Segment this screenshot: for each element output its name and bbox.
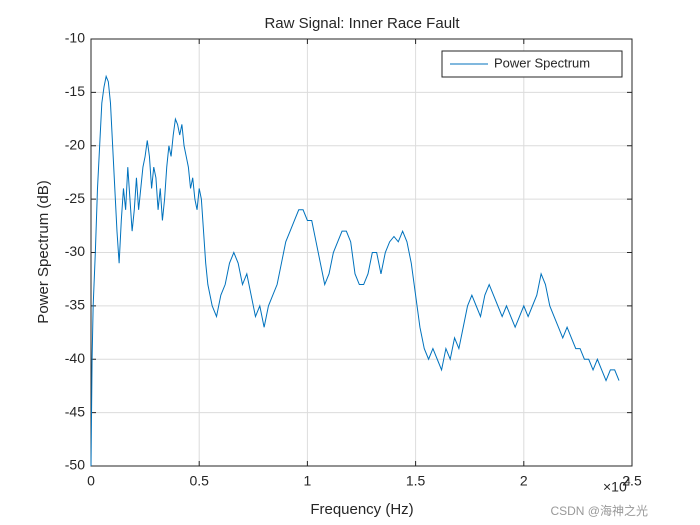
y-tick-label: -45 bbox=[65, 403, 85, 419]
x-tick-label: 0.5 bbox=[189, 473, 209, 489]
y-tick-label: -40 bbox=[65, 350, 85, 366]
y-tick-label: -35 bbox=[65, 297, 85, 313]
x-exponent: 4 bbox=[625, 477, 631, 488]
y-tick-label: -10 bbox=[65, 30, 85, 46]
y-tick-label: -50 bbox=[65, 457, 85, 473]
watermark: CSDN @海神之光 bbox=[550, 503, 648, 518]
x-tick-label: 1 bbox=[304, 473, 312, 489]
line-series bbox=[90, 74, 620, 467]
x-exponent-base: ×10 bbox=[603, 479, 627, 495]
legend-label: Power Spectrum bbox=[494, 55, 590, 70]
axes-box bbox=[90, 38, 633, 467]
x-tick-label: 1.5 bbox=[406, 473, 426, 489]
y-tick-label: -30 bbox=[65, 243, 85, 259]
y-tick-label: -15 bbox=[65, 83, 85, 99]
chart-title: Raw Signal: Inner Race Fault bbox=[264, 15, 460, 32]
y-axis-label: Power Spectrum (dB) bbox=[35, 180, 52, 323]
y-tick-label: -20 bbox=[65, 136, 85, 152]
x-axis-label: Frequency (Hz) bbox=[310, 501, 413, 518]
x-tick-label: 0 bbox=[87, 473, 95, 489]
x-tick-label: 2 bbox=[520, 473, 528, 489]
x-tick-label: 2.5 bbox=[622, 473, 642, 489]
y-tick-label: -25 bbox=[65, 190, 85, 206]
